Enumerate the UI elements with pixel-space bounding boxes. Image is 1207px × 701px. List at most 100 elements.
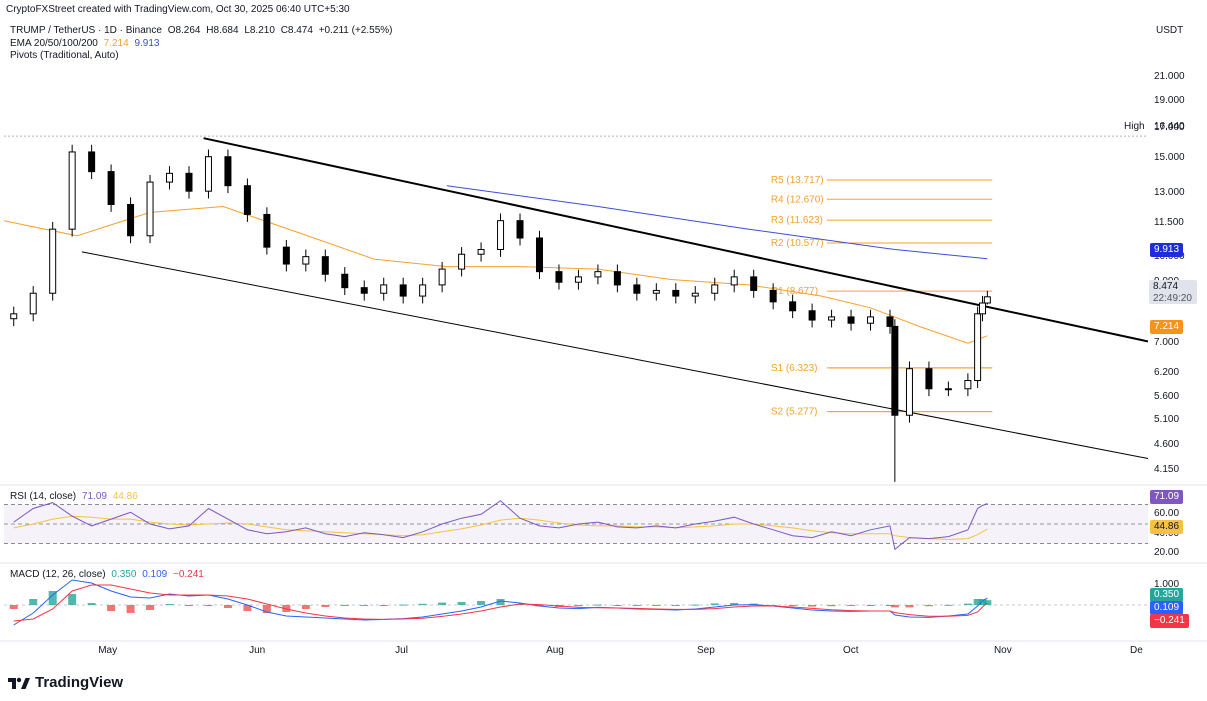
macd-legend[interactable]: MACD (12, 26, close) 0.350 0.109 −0.241 bbox=[10, 569, 204, 580]
candle-down bbox=[282, 246, 290, 265]
macd-hist-bar bbox=[165, 604, 174, 605]
price-axis-tick: 7.000 bbox=[1154, 337, 1180, 349]
hist-tag: −0.241 bbox=[1150, 614, 1189, 628]
time-axis-tick: De bbox=[1130, 645, 1143, 656]
candle-up bbox=[458, 253, 466, 270]
candle-down bbox=[341, 273, 349, 289]
time-axis-tick: Jul bbox=[395, 645, 408, 656]
macd-hist-bar bbox=[243, 605, 252, 611]
macd-hist-bar bbox=[457, 602, 466, 605]
ema50-value: 7.214 bbox=[103, 38, 129, 49]
candle-down bbox=[185, 172, 193, 192]
candle-up bbox=[905, 368, 913, 416]
pivot-label-2: R3 (11.623) bbox=[771, 215, 823, 226]
tradingview-logo[interactable]: TradingView bbox=[8, 674, 123, 691]
macd-hist-bar bbox=[885, 605, 894, 606]
price-axis-tick: 17.000 bbox=[1154, 121, 1185, 133]
candle-down bbox=[750, 276, 758, 291]
price-axis-tick: 5.600 bbox=[1154, 391, 1180, 403]
ohlc-low: L8.210 bbox=[244, 25, 275, 36]
symbol-legend[interactable]: TRUMP / TetherUS · 1D · Binance O8.264 H… bbox=[10, 25, 392, 36]
ohlc-close: C8.474 bbox=[280, 25, 313, 36]
pivot-label-5: S1 (6.323) bbox=[771, 363, 818, 374]
time-axis-tick: May bbox=[98, 645, 118, 656]
macd-hist-bar bbox=[29, 599, 38, 605]
rsi-tag: 71.09 bbox=[1150, 490, 1184, 504]
ema-legend[interactable]: EMA 20/50/100/200 7.214 9.913 bbox=[10, 38, 159, 49]
signal-line bbox=[13, 584, 988, 622]
macd-hist-bar bbox=[652, 605, 661, 606]
candle-up bbox=[730, 276, 738, 286]
candle-down bbox=[107, 171, 115, 205]
macd-hist-bar bbox=[963, 603, 972, 605]
ema200-value: 9.913 bbox=[134, 38, 160, 49]
price-axis-tick: 13.000 bbox=[1154, 187, 1185, 199]
high-label: High bbox=[1124, 121, 1145, 132]
candle-down bbox=[555, 271, 563, 283]
rsi-ma-tag: 44.86 bbox=[1150, 520, 1184, 534]
pivots-legend[interactable]: Pivots (Traditional, Auto) bbox=[10, 50, 119, 61]
macd-axis-tick: 1.000 bbox=[1154, 579, 1180, 590]
brand-name: TradingView bbox=[35, 674, 124, 691]
candle-down bbox=[88, 151, 96, 173]
price-tag-countdown: 22:49:20 bbox=[1153, 293, 1192, 304]
macd-hist-bar bbox=[321, 605, 330, 607]
rsi-legend[interactable]: RSI (14, close) 71.09 44.86 bbox=[10, 491, 138, 502]
macd-hist-bar bbox=[671, 605, 680, 606]
macd-hist-bar bbox=[399, 604, 408, 606]
pivot-label-0: R5 (13.717) bbox=[771, 175, 824, 186]
macd-hist-bar bbox=[866, 605, 875, 606]
time-axis-tick: Jun bbox=[249, 645, 266, 656]
signal-tag: 0.109 bbox=[1150, 601, 1184, 615]
macd-hist-bar bbox=[477, 601, 486, 605]
macd-hist-bar bbox=[204, 605, 213, 606]
time-axis[interactable]: May Jun Jul Aug Sep Oct Nov De bbox=[0, 643, 1150, 659]
candle-up bbox=[978, 302, 986, 315]
candle-up bbox=[380, 284, 388, 294]
currency-label: USDT bbox=[1156, 25, 1184, 36]
candle-down bbox=[399, 284, 407, 297]
candle-up bbox=[711, 284, 719, 294]
candle-up bbox=[146, 181, 154, 237]
candle-up bbox=[29, 292, 37, 315]
candle-down bbox=[224, 156, 232, 187]
macd-hist-value: −0.241 bbox=[173, 569, 204, 580]
candle-up bbox=[964, 380, 972, 390]
rsi-label: RSI (14, close) bbox=[10, 491, 77, 502]
macd-hist-bar bbox=[978, 599, 987, 605]
ema200-tag: 9.913 bbox=[1150, 243, 1184, 257]
macd-value: 0.350 bbox=[111, 569, 137, 580]
candle-up bbox=[204, 156, 212, 192]
rsi-ma-value: 44.86 bbox=[112, 491, 138, 502]
candle-up bbox=[302, 256, 310, 265]
macd-tag: 0.350 bbox=[1150, 588, 1184, 602]
candle-up bbox=[974, 313, 982, 382]
candle-down bbox=[243, 185, 251, 215]
macd-hist-bar bbox=[847, 605, 856, 606]
pivot-label-3: R2 (10.577) bbox=[771, 238, 824, 249]
trendline-lower bbox=[81, 251, 1149, 460]
macd-hist-bar bbox=[710, 603, 719, 605]
macd-hist-bar bbox=[827, 605, 836, 607]
candle-up bbox=[477, 248, 485, 255]
macd-hist-bar bbox=[379, 605, 388, 606]
ema200-line bbox=[446, 185, 988, 260]
macd-hist-bar bbox=[574, 605, 583, 607]
candle-up bbox=[419, 284, 427, 297]
macd-label: MACD (12, 26, close) bbox=[10, 569, 106, 580]
time-axis-tick: Aug bbox=[546, 645, 564, 656]
rsi-axis-tick: 20.00 bbox=[1154, 547, 1180, 559]
candle-down bbox=[672, 289, 680, 297]
candle-up bbox=[438, 268, 446, 286]
pivot-label-6: S2 (5.277) bbox=[771, 407, 818, 418]
pivot-label-1: R4 (12.670) bbox=[771, 194, 824, 205]
ohlc-change: +0.211 (+2.55%) bbox=[318, 25, 393, 36]
macd-hist-bar bbox=[126, 605, 135, 613]
macd-hist-bar bbox=[262, 605, 271, 613]
macd-hist-bar bbox=[944, 604, 953, 606]
candle-up bbox=[983, 296, 991, 304]
rsi-line bbox=[13, 500, 988, 551]
price-axis-tick: 11.500 bbox=[1154, 216, 1184, 228]
candle-down bbox=[516, 220, 524, 239]
